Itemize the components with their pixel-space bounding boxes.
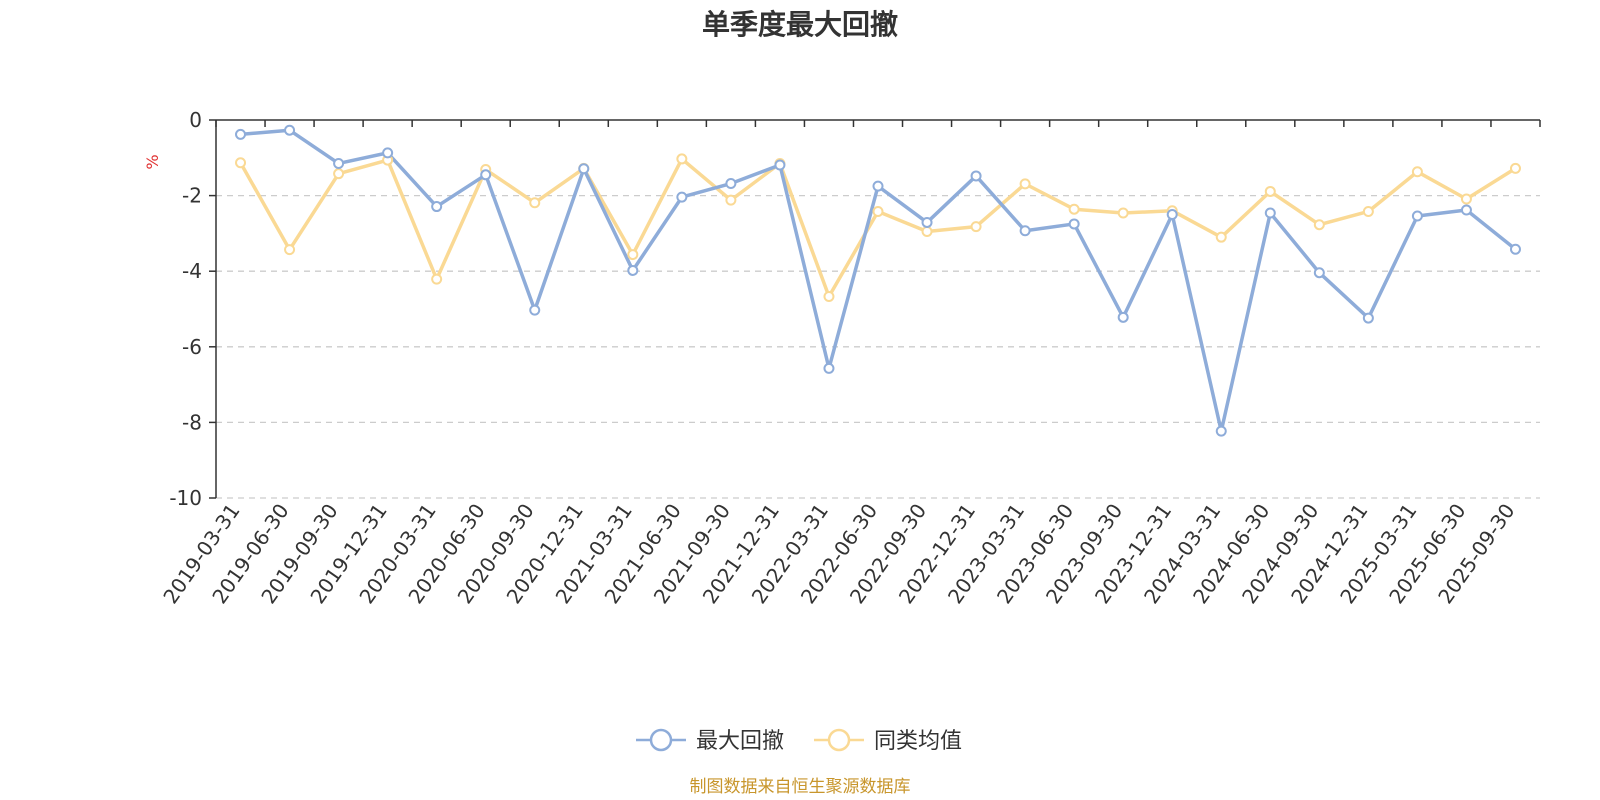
- data-point: [725, 194, 737, 206]
- y-axis-unit: %: [143, 154, 162, 169]
- data-point: [529, 304, 541, 316]
- data-point: [774, 159, 786, 171]
- data-point: [872, 180, 884, 192]
- data-point: [1411, 166, 1423, 178]
- data-source-note: 制图数据来自恒生聚源数据库: [690, 777, 911, 797]
- data-point: [921, 226, 933, 238]
- data-point: [1068, 203, 1080, 215]
- legend-label-peer-average: 同类均值: [874, 729, 962, 754]
- legend-swatch-circle: [827, 728, 851, 752]
- x-tick-labels: 2019-03-312019-06-302019-09-302019-12-31…: [158, 499, 1519, 608]
- data-point: [333, 168, 345, 180]
- y-tick-label: -4: [182, 259, 202, 283]
- data-point: [1362, 312, 1374, 324]
- data-point: [1313, 219, 1325, 231]
- data-point: [1117, 311, 1129, 323]
- legend-item-peer-average[interactable]: 同类均值: [814, 728, 962, 754]
- data-point: [1411, 210, 1423, 222]
- data-point: [1509, 243, 1521, 255]
- chart-title: 单季度最大回撤: [702, 8, 898, 41]
- data-point: [578, 163, 590, 175]
- data-point: [627, 264, 639, 276]
- data-point: [529, 197, 541, 209]
- data-point: [235, 157, 247, 169]
- data-point: [431, 201, 443, 213]
- data-point: [823, 291, 835, 303]
- data-point: [235, 128, 247, 140]
- data-point: [1460, 204, 1472, 216]
- data-point: [676, 153, 688, 165]
- data-point: [1019, 225, 1031, 237]
- data-point: [1460, 193, 1472, 205]
- y-tick-label: -8: [182, 410, 202, 434]
- series-points: [235, 124, 1521, 437]
- data-point: [284, 244, 296, 256]
- data-point: [1264, 185, 1276, 197]
- data-point: [921, 216, 933, 228]
- legend-item-max-drawdown[interactable]: 最大回撤: [636, 728, 784, 754]
- data-point: [1215, 231, 1227, 243]
- axes: [209, 119, 1541, 499]
- grid-lines: [216, 194, 1540, 499]
- data-point: [1215, 425, 1227, 437]
- data-point: [333, 157, 345, 169]
- y-tick-label: -6: [182, 335, 202, 359]
- data-point: [676, 191, 688, 203]
- data-point: [627, 249, 639, 261]
- y-tick-label: -10: [169, 486, 202, 510]
- legend-label-max-drawdown: 最大回撤: [696, 729, 784, 754]
- data-point: [1313, 267, 1325, 279]
- data-point: [823, 362, 835, 374]
- y-tick-label: -2: [182, 184, 202, 208]
- data-point: [1264, 207, 1276, 219]
- y-tick-label: 0: [189, 108, 202, 132]
- data-point: [1166, 209, 1178, 220]
- data-point: [970, 170, 982, 182]
- data-point: [1509, 162, 1521, 174]
- data-point: [1068, 218, 1080, 230]
- data-point: [1019, 178, 1031, 190]
- data-point: [872, 205, 884, 217]
- y-tick-labels: 0 -2 -4 -6 -8 -10: [169, 108, 202, 510]
- data-point: [970, 221, 982, 233]
- legend[interactable]: 最大回撤 同类均值: [636, 728, 962, 754]
- data-point: [1117, 207, 1129, 219]
- data-point: [480, 169, 492, 181]
- data-point: [382, 147, 394, 159]
- legend-swatch-circle: [649, 728, 673, 752]
- data-point: [431, 273, 443, 285]
- data-point: [725, 178, 737, 190]
- data-point: [284, 124, 296, 136]
- data-point: [1362, 205, 1374, 217]
